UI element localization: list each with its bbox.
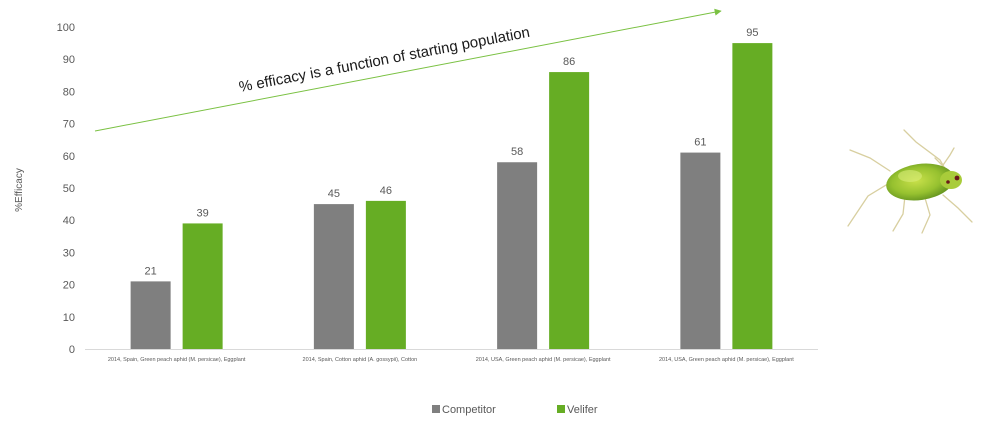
y-tick-label: 90: [63, 54, 75, 66]
bar-velifer-4: [732, 43, 773, 349]
bar-competitor-1: [130, 281, 171, 349]
bar-velifer-2: [365, 200, 406, 349]
y-tick-label: 0: [69, 344, 75, 356]
y-axis-label: %Efficacy: [14, 168, 25, 212]
data-label: 46: [380, 185, 392, 197]
data-label: 95: [746, 27, 758, 39]
y-tick-label: 70: [63, 119, 75, 131]
x-category-label: 2014, USA, Green peach aphid (M. persica…: [659, 357, 794, 363]
trend-arrow: [94, 8, 722, 132]
aphid-image: [847, 129, 973, 234]
y-tick-label: 30: [63, 247, 75, 259]
x-category-label: 2014, Spain, Cotton aphid (A. gossypii),…: [303, 357, 418, 363]
y-tick-label: 60: [63, 151, 75, 163]
legend-swatch-velifer: [557, 405, 565, 413]
bar-velifer-1: [182, 223, 223, 349]
y-tick-label: 50: [63, 183, 75, 195]
data-label: 86: [563, 56, 575, 68]
legend-swatch-competitor: [432, 405, 440, 413]
y-tick-label: 10: [63, 312, 75, 324]
legend: Competitor Velifer: [432, 404, 598, 416]
y-tick-label: 20: [63, 280, 75, 292]
bar-competitor-2: [313, 204, 354, 349]
data-label: 61: [694, 137, 706, 149]
data-label: 45: [328, 188, 340, 200]
y-tick-label: 80: [63, 86, 75, 98]
trend-annotation: % efficacy is a function of starting pop…: [238, 24, 532, 96]
data-label: 58: [511, 146, 523, 158]
legend-label-competitor: Competitor: [442, 404, 496, 416]
y-tick-label: 100: [57, 22, 75, 34]
bar-velifer-3: [549, 72, 590, 349]
legend-label-velifer: Velifer: [567, 404, 598, 416]
x-category-label: 2014, Spain, Green peach aphid (M. persi…: [108, 357, 246, 363]
x-category-label: 2014, USA, Green peach aphid (M. persica…: [476, 357, 611, 363]
y-tick-label: 40: [63, 215, 75, 227]
bar-competitor-4: [680, 152, 721, 349]
data-label: 39: [197, 207, 209, 219]
data-label: 21: [145, 265, 157, 277]
bar-competitor-3: [497, 162, 538, 349]
